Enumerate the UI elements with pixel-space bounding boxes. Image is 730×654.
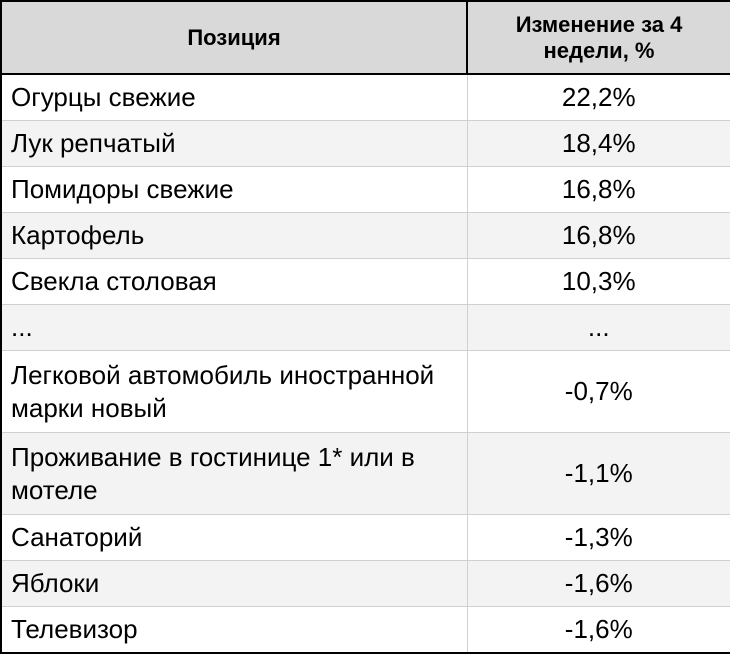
table-row: Свекла столовая 10,3% (0, 257, 730, 305)
row-name: Телевизор (0, 606, 468, 654)
row-value: ... (467, 303, 730, 351)
row-name: Огурцы свежие (0, 73, 468, 121)
row-value: 22,2% (467, 73, 730, 121)
row-value: 10,3% (467, 257, 730, 305)
row-name: Картофель (0, 211, 468, 259)
row-value: 16,8% (467, 211, 730, 259)
table-row: Огурцы свежие 22,2% (0, 73, 730, 121)
table-row: Телевизор -1,6% (0, 606, 730, 654)
table-row: Лук репчатый 18,4% (0, 119, 730, 167)
row-value: 18,4% (467, 119, 730, 167)
row-name: Проживание в гостинице 1* или в мотеле (0, 432, 468, 516)
header-row: Позиция Изменение за 4 недели, % (0, 0, 730, 75)
column-header-position: Позиция (0, 0, 468, 75)
table-row: Яблоки -1,6% (0, 560, 730, 608)
table-row: Картофель 16,8% (0, 211, 730, 259)
row-name: Санаторий (0, 514, 468, 562)
row-name: Лук репчатый (0, 119, 468, 167)
row-value: -1,6% (467, 606, 730, 654)
row-value: 16,8% (467, 165, 730, 213)
table-row: Помидоры свежие 16,8% (0, 165, 730, 213)
row-name: ... (0, 303, 468, 351)
row-value: -0,7% (467, 349, 730, 434)
table-row: Проживание в гостинице 1* или в мотеле -… (0, 432, 730, 516)
row-value: -1,1% (467, 432, 730, 516)
row-name: Яблоки (0, 560, 468, 608)
row-value: -1,3% (467, 514, 730, 562)
row-name: Свекла столовая (0, 257, 468, 305)
row-name: Помидоры свежие (0, 165, 468, 213)
table-row-ellipsis: ... ... (0, 303, 730, 351)
column-header-change: Изменение за 4 недели, % (466, 0, 730, 75)
row-value: -1,6% (467, 560, 730, 608)
table-row: Санаторий -1,3% (0, 514, 730, 562)
row-name: Легковой автомобиль иностранной марки но… (0, 349, 468, 434)
table-row: Легковой автомобиль иностранной марки но… (0, 349, 730, 434)
